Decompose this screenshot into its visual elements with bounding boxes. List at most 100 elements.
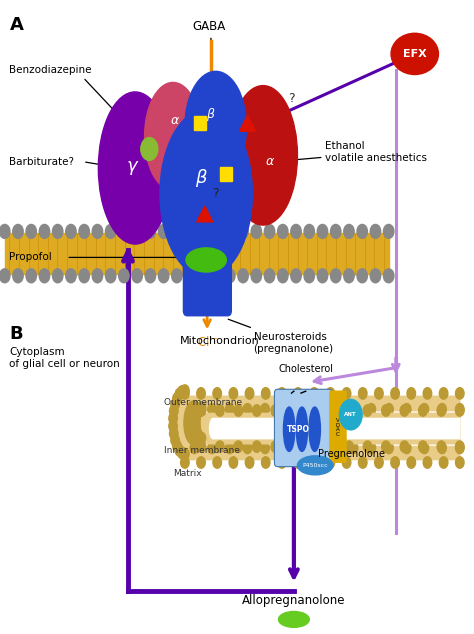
Circle shape xyxy=(290,441,298,453)
Circle shape xyxy=(198,269,209,283)
Circle shape xyxy=(39,269,50,283)
Circle shape xyxy=(234,441,243,453)
Ellipse shape xyxy=(98,92,172,244)
Circle shape xyxy=(186,405,194,417)
Circle shape xyxy=(332,404,340,415)
Circle shape xyxy=(172,224,182,238)
Circle shape xyxy=(0,269,10,283)
Circle shape xyxy=(158,269,169,283)
Circle shape xyxy=(53,224,63,238)
Circle shape xyxy=(213,388,221,399)
Circle shape xyxy=(310,456,319,468)
Circle shape xyxy=(13,269,23,283)
Circle shape xyxy=(326,405,335,417)
Circle shape xyxy=(423,388,432,399)
Text: Outer membrane: Outer membrane xyxy=(164,398,242,408)
Circle shape xyxy=(271,441,280,453)
Circle shape xyxy=(407,388,416,399)
Circle shape xyxy=(26,269,36,283)
Polygon shape xyxy=(239,115,255,131)
Circle shape xyxy=(349,443,358,454)
Circle shape xyxy=(105,269,116,283)
Polygon shape xyxy=(210,418,460,439)
Circle shape xyxy=(132,224,142,238)
Circle shape xyxy=(171,434,179,446)
Circle shape xyxy=(194,404,203,415)
Polygon shape xyxy=(173,396,460,460)
Circle shape xyxy=(145,224,155,238)
Circle shape xyxy=(92,269,103,283)
Circle shape xyxy=(0,224,10,238)
Circle shape xyxy=(175,444,183,456)
Circle shape xyxy=(190,404,199,415)
Circle shape xyxy=(192,426,201,437)
Circle shape xyxy=(420,443,428,454)
Circle shape xyxy=(264,224,275,238)
Circle shape xyxy=(363,405,372,417)
Circle shape xyxy=(278,224,288,238)
Circle shape xyxy=(358,388,367,399)
Circle shape xyxy=(310,388,319,399)
Ellipse shape xyxy=(279,611,309,628)
Text: GABA: GABA xyxy=(192,20,225,33)
Circle shape xyxy=(132,269,142,283)
Text: Propofol: Propofol xyxy=(9,252,52,262)
Circle shape xyxy=(278,456,286,468)
Circle shape xyxy=(296,404,305,415)
Circle shape xyxy=(374,388,383,399)
Circle shape xyxy=(66,269,76,283)
Circle shape xyxy=(385,404,393,415)
Circle shape xyxy=(197,432,206,444)
Circle shape xyxy=(291,224,301,238)
Ellipse shape xyxy=(229,86,298,225)
Circle shape xyxy=(367,404,375,415)
Circle shape xyxy=(456,388,464,399)
Ellipse shape xyxy=(391,33,438,75)
Circle shape xyxy=(456,441,464,453)
Polygon shape xyxy=(188,412,460,445)
Circle shape xyxy=(194,430,203,442)
Circle shape xyxy=(185,269,195,283)
Circle shape xyxy=(456,456,464,468)
Circle shape xyxy=(304,224,314,238)
Circle shape xyxy=(178,385,186,397)
Circle shape xyxy=(402,404,411,415)
Circle shape xyxy=(317,224,328,238)
Circle shape xyxy=(190,401,199,412)
Circle shape xyxy=(197,402,206,413)
Circle shape xyxy=(339,399,362,430)
Circle shape xyxy=(370,224,381,238)
Circle shape xyxy=(185,427,193,438)
Circle shape xyxy=(296,443,305,454)
Circle shape xyxy=(357,224,367,238)
Text: Barbiturate?: Barbiturate? xyxy=(9,157,74,167)
Ellipse shape xyxy=(145,82,201,190)
Circle shape xyxy=(181,388,189,399)
Circle shape xyxy=(332,443,340,454)
Polygon shape xyxy=(220,167,232,181)
Circle shape xyxy=(262,456,270,468)
Circle shape xyxy=(171,399,179,410)
Circle shape xyxy=(193,406,202,417)
Circle shape xyxy=(251,224,262,238)
Circle shape xyxy=(187,403,196,414)
Circle shape xyxy=(229,388,237,399)
Circle shape xyxy=(13,224,23,238)
Circle shape xyxy=(226,404,234,415)
Circle shape xyxy=(197,441,206,453)
Circle shape xyxy=(243,443,252,454)
Circle shape xyxy=(261,404,269,415)
Text: Allopregnanolone: Allopregnanolone xyxy=(242,594,346,607)
Circle shape xyxy=(290,405,298,417)
Circle shape xyxy=(363,441,372,453)
Circle shape xyxy=(158,224,169,238)
FancyBboxPatch shape xyxy=(183,195,231,316)
Ellipse shape xyxy=(283,407,295,451)
Circle shape xyxy=(190,434,199,445)
Circle shape xyxy=(216,441,224,453)
Circle shape xyxy=(145,269,155,283)
Ellipse shape xyxy=(160,109,252,278)
Circle shape xyxy=(198,224,209,238)
Circle shape xyxy=(456,405,464,417)
Circle shape xyxy=(391,388,400,399)
